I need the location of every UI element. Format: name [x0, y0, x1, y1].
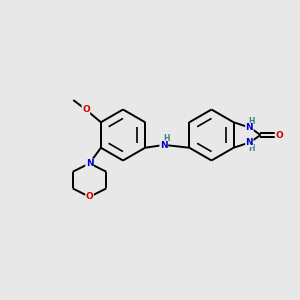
Text: N: N — [246, 138, 253, 147]
Text: O: O — [85, 192, 93, 201]
Text: H: H — [248, 116, 255, 125]
Text: H: H — [248, 145, 255, 154]
Text: N: N — [160, 141, 167, 150]
Text: O: O — [275, 130, 283, 140]
Text: N: N — [246, 123, 253, 132]
Text: N: N — [86, 159, 93, 168]
Text: O: O — [82, 105, 90, 114]
Text: H: H — [164, 134, 170, 143]
